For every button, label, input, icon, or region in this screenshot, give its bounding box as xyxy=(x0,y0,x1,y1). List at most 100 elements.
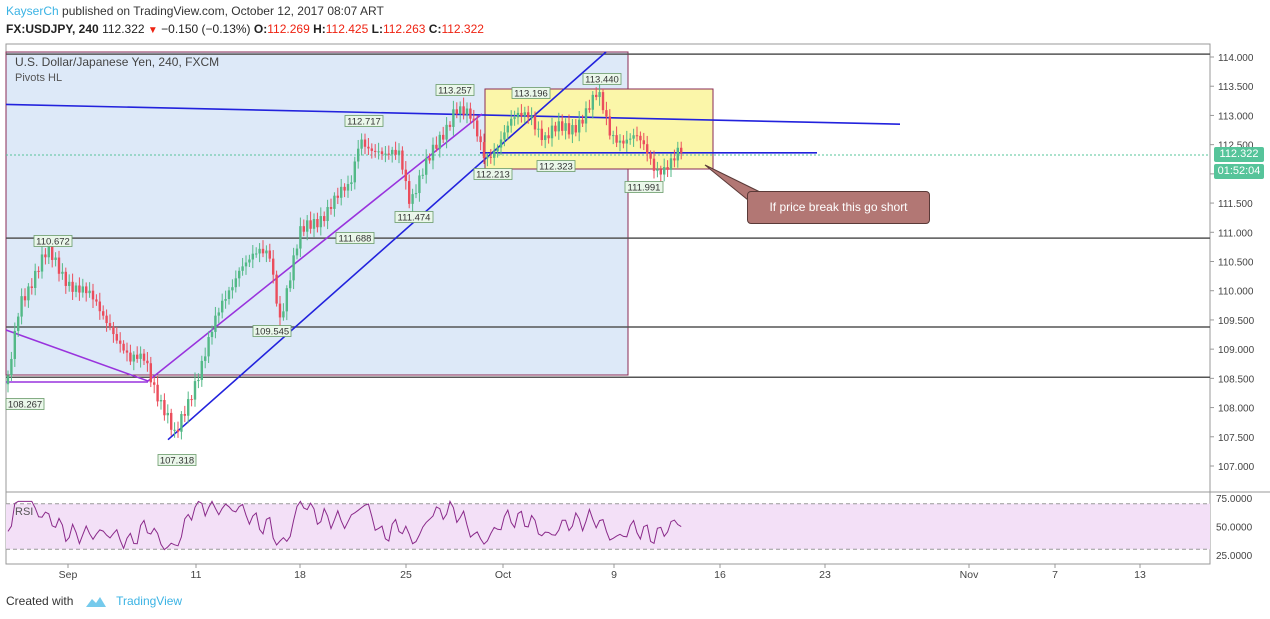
candle-body xyxy=(207,337,210,357)
candle-body xyxy=(282,311,285,318)
candle-body xyxy=(34,270,37,288)
candle-body xyxy=(578,119,581,133)
candle-body xyxy=(238,270,241,279)
x-tick-label: 11 xyxy=(191,569,202,581)
candle-body xyxy=(523,112,526,116)
candle-body xyxy=(374,150,377,152)
candle-body xyxy=(85,286,88,294)
pivot-label-box xyxy=(252,325,292,337)
candle-body xyxy=(71,281,74,292)
candle-body xyxy=(680,147,683,153)
candle-body xyxy=(98,301,101,312)
candle-body xyxy=(10,358,13,376)
candle-body xyxy=(588,108,591,110)
chart-title: U.S. Dollar/Japanese Yen, 240, FXCM xyxy=(15,55,220,69)
candle-body xyxy=(435,144,438,149)
pivot-label: 110.672 xyxy=(36,237,70,248)
candle-body xyxy=(567,123,571,135)
candle-body xyxy=(248,259,251,263)
candle-body xyxy=(595,94,598,98)
candle-body xyxy=(88,290,91,294)
footer: Created with TradingView xyxy=(6,594,182,609)
candle-body xyxy=(166,412,169,416)
tradingview-logo-icon xyxy=(85,596,106,607)
candle-body xyxy=(54,257,57,260)
candle-body xyxy=(448,124,452,127)
candle-body xyxy=(275,274,278,304)
rsi-tick-label: 25.0000 xyxy=(1216,551,1253,562)
x-tick-label: Sep xyxy=(59,569,78,581)
candle-body xyxy=(418,175,421,194)
candle-body xyxy=(227,290,231,300)
candle-body xyxy=(91,290,95,300)
candle-body xyxy=(533,115,537,130)
candle-body xyxy=(584,108,588,124)
candle-body xyxy=(285,288,288,312)
candle-body xyxy=(350,182,353,185)
candle-body xyxy=(367,146,370,149)
x-tick-label: Oct xyxy=(495,569,511,581)
candle-body xyxy=(224,299,227,301)
pivot-label: 112.717 xyxy=(347,117,381,128)
candle-body xyxy=(629,138,632,140)
candle-body xyxy=(40,254,44,272)
candle-body xyxy=(574,125,577,133)
low-label: L: xyxy=(371,22,383,36)
pivot-label: 108.267 xyxy=(8,400,42,411)
candle-body xyxy=(173,429,176,431)
candle-body xyxy=(217,312,220,316)
annotation-callout[interactable]: If price break this go short xyxy=(747,191,930,224)
created-with-text: Created with xyxy=(6,594,74,608)
candle-body xyxy=(520,112,523,116)
candle-body xyxy=(455,109,458,114)
candle-body xyxy=(241,266,244,271)
candle-body xyxy=(659,169,662,175)
candle-body xyxy=(132,354,135,362)
candle-body xyxy=(278,303,282,318)
tradingview-brand[interactable]: TradingView xyxy=(116,594,183,608)
candle-body xyxy=(544,135,547,141)
price-chart[interactable]: 114.000113.500113.000112.500112.000111.5… xyxy=(0,42,1270,590)
candle-body xyxy=(340,186,343,198)
candle-body xyxy=(13,330,16,359)
candle-body xyxy=(23,296,27,301)
candle-body xyxy=(95,299,98,302)
candle-body xyxy=(489,156,492,158)
candle-body xyxy=(652,158,656,171)
candle-body xyxy=(74,285,78,292)
candle-body xyxy=(516,112,520,118)
candle-body xyxy=(326,207,329,222)
x-tick-label: 9 xyxy=(611,569,617,581)
candle-body xyxy=(244,262,248,267)
author-link[interactable]: KayserCh xyxy=(6,4,59,18)
candle-body xyxy=(81,286,84,293)
candle-body xyxy=(360,139,363,149)
candle-body xyxy=(639,135,642,141)
candle-body xyxy=(30,286,33,288)
candle-body xyxy=(258,248,261,254)
candle-body xyxy=(663,167,666,175)
candle-body xyxy=(180,414,183,432)
y-tick-label: 109.000 xyxy=(1218,345,1255,356)
candle-body xyxy=(299,226,302,249)
candle-body xyxy=(550,125,554,139)
candle-body xyxy=(261,248,265,254)
pivot-label-box xyxy=(394,211,434,223)
candle-body xyxy=(612,135,615,137)
candle-body xyxy=(486,156,489,159)
candle-body xyxy=(557,121,560,132)
rsi-tick-label: 75.0000 xyxy=(1216,494,1253,505)
candle-body xyxy=(482,142,486,159)
candle-body xyxy=(149,363,152,383)
candle-body xyxy=(404,169,407,182)
symbol-bar: FX:USDJPY, 240 112.322 ▼ −0.150 (−0.13%)… xyxy=(6,22,484,36)
candle-body xyxy=(183,414,186,416)
candle-body xyxy=(608,116,611,136)
pivot-label: 113.196 xyxy=(514,89,548,100)
y-tick-label: 111.000 xyxy=(1218,228,1253,239)
candle-body xyxy=(421,174,424,176)
candle-body xyxy=(136,354,139,359)
pivot-label: 112.213 xyxy=(476,170,510,181)
consolidation-rectangle xyxy=(484,88,714,170)
candle-body xyxy=(142,353,146,361)
